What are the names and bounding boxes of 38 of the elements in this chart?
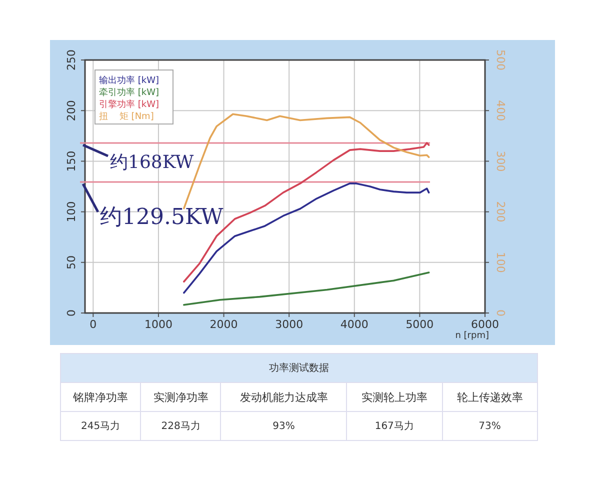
x-tick-label: 4000 bbox=[340, 318, 368, 331]
x-tick-label: 6000 bbox=[471, 318, 499, 331]
x-tick-label: 2000 bbox=[210, 318, 238, 331]
text: 轮上传递效率 bbox=[442, 382, 538, 412]
text: 扭 矩 [Nm] bbox=[99, 111, 154, 122]
text: 实测净功率 bbox=[140, 382, 221, 412]
y-tick-label: 100 bbox=[65, 201, 78, 222]
y2-tick-label: 400 bbox=[494, 100, 507, 122]
text: 73% bbox=[442, 412, 538, 440]
text: 牵引功率 [kW] bbox=[99, 87, 159, 98]
y-tick-label: 0 bbox=[65, 310, 78, 316]
text: 引擎功率 [kW] bbox=[99, 99, 159, 110]
y2-tick-label: 300 bbox=[494, 150, 507, 172]
ref-line-label: 约129.5KW bbox=[100, 204, 224, 230]
y-tick-label: 50 bbox=[65, 255, 78, 270]
y2-tick-label: 100 bbox=[494, 252, 507, 273]
text: 发动机能力达成率 bbox=[220, 382, 347, 412]
text: 输出功率 [kW] bbox=[99, 75, 159, 86]
text: 167马力 bbox=[346, 412, 442, 440]
y2-tick-label: 200 bbox=[494, 201, 507, 222]
text: 功率测试数据 bbox=[60, 354, 538, 382]
x-tick-label: 3000 bbox=[275, 318, 304, 331]
x-tick-label: 5000 bbox=[406, 318, 434, 331]
y-tick-label: 200 bbox=[65, 100, 78, 122]
y-tick-label: 150 bbox=[65, 150, 78, 172]
y2-tick-label: 500 bbox=[494, 50, 507, 70]
text: 实测轮上功率 bbox=[346, 382, 442, 412]
x-axis-title: n [rpm] bbox=[455, 331, 489, 341]
y2-tick-label: 0 bbox=[494, 310, 507, 316]
text: 铭牌净功率 bbox=[60, 382, 141, 412]
text: 245马力 bbox=[60, 412, 141, 440]
x-tick-label: 1000 bbox=[144, 318, 172, 331]
x-tick-label: 0 bbox=[90, 318, 97, 331]
text: 93% bbox=[220, 412, 347, 440]
text: 228马力 bbox=[140, 412, 221, 440]
ref-line-label: 约168KW bbox=[110, 152, 194, 173]
line-series bbox=[183, 272, 430, 306]
y-tick-label: 250 bbox=[65, 50, 78, 70]
